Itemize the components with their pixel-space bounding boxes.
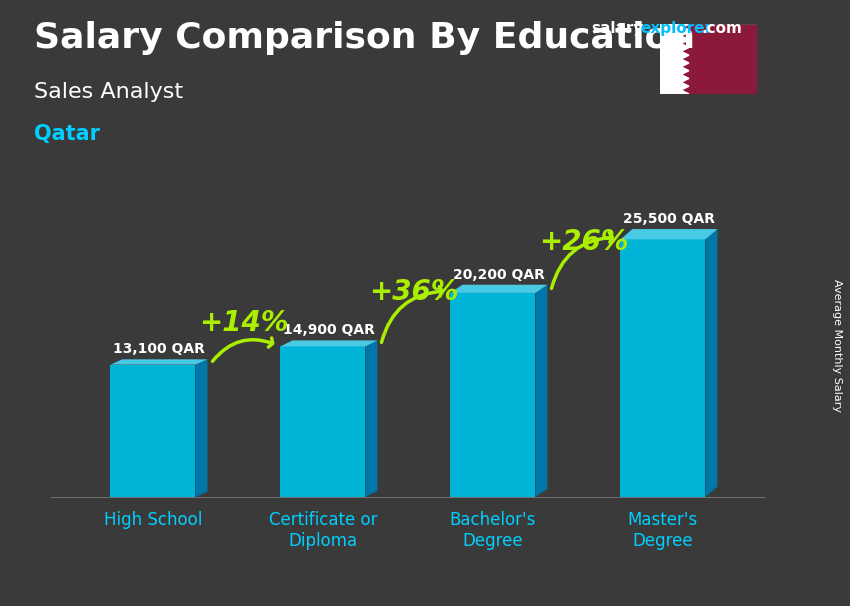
Text: 13,100 QAR: 13,100 QAR [113,342,205,356]
Text: Qatar: Qatar [34,124,100,144]
Polygon shape [620,229,717,239]
FancyBboxPatch shape [450,293,536,497]
Text: +26%: +26% [539,228,629,256]
Polygon shape [660,24,688,94]
Text: 25,500 QAR: 25,500 QAR [623,212,715,226]
Polygon shape [280,341,377,347]
Text: Average Monthly Salary: Average Monthly Salary [832,279,842,412]
Text: .com: .com [701,21,742,36]
FancyBboxPatch shape [110,365,196,497]
Polygon shape [450,285,547,293]
Text: +14%: +14% [199,309,289,337]
Polygon shape [196,359,207,497]
Polygon shape [706,229,717,497]
Text: explorer: explorer [640,21,712,36]
Text: salary: salary [591,21,643,36]
Polygon shape [366,341,377,497]
Polygon shape [536,285,547,497]
Polygon shape [110,359,207,365]
FancyBboxPatch shape [280,347,366,497]
Text: Salary Comparison By Education: Salary Comparison By Education [34,21,695,55]
Text: 14,900 QAR: 14,900 QAR [283,324,375,338]
Text: 20,200 QAR: 20,200 QAR [453,268,545,282]
Text: Sales Analyst: Sales Analyst [34,82,183,102]
Text: +36%: +36% [369,278,459,306]
FancyBboxPatch shape [620,239,706,497]
